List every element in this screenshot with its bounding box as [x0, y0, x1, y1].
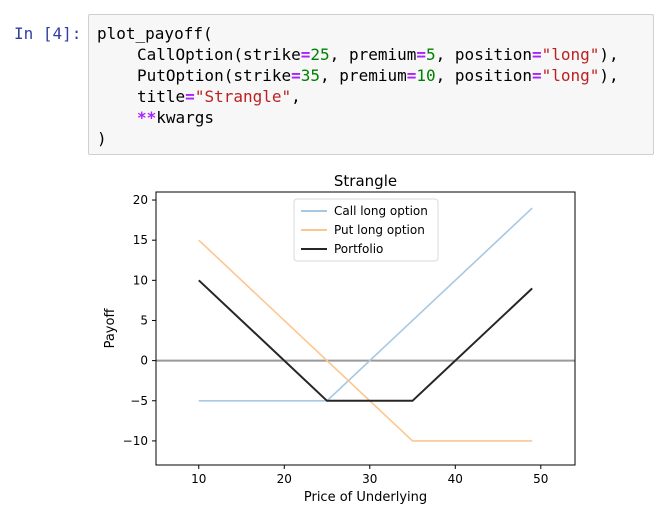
- legend-label: Put long option: [334, 223, 425, 237]
- payoff-chart: Strangle Price of Underlying Payoff 10 20…: [103, 172, 576, 505]
- y-tick-label: 0: [140, 354, 148, 368]
- axes-frame: [155, 191, 576, 466]
- y-tick-label: 20: [133, 193, 148, 207]
- x-tick-label: 20: [277, 472, 292, 486]
- x-axis-label: Price of Underlying: [304, 490, 427, 505]
- y-tick-label: 5: [140, 313, 148, 327]
- cell-output: Strangle Price of Underlying Payoff 10 20…: [88, 165, 648, 515]
- x-tick-label: 30: [362, 472, 377, 486]
- x-tick-label: 10: [191, 472, 206, 486]
- code-call-class: CallOption(: [137, 45, 243, 64]
- y-tick-label: 15: [133, 233, 148, 247]
- cell-prompt: In [4]:: [14, 24, 82, 43]
- y-tick-label: −10: [123, 434, 148, 448]
- legend-box: [293, 198, 439, 262]
- code-cell-editor[interactable]: plot_payoff( CallOption(strike=25, premi…: [88, 14, 654, 155]
- legend-label: Portfolio: [334, 242, 383, 256]
- y-tick-label: 10: [133, 273, 148, 287]
- y-tick-label: −5: [130, 394, 148, 408]
- series-line-portfolio: [198, 279, 533, 402]
- code-put-class: PutOption(: [137, 66, 234, 85]
- x-tick-label: 40: [448, 472, 463, 486]
- y-axis-label: Payoff: [103, 308, 118, 349]
- code-text[interactable]: plot_payoff( CallOption(strike=25, premi…: [97, 24, 619, 148]
- legend: Call long option Put long option Portfolio: [293, 198, 439, 262]
- chart-title: Strangle: [334, 172, 397, 190]
- legend-label: Call long option: [334, 204, 428, 218]
- x-tick-label: 50: [533, 472, 548, 486]
- series-line-put-long-option: [198, 239, 533, 442]
- code-function-call: plot_payoff(: [97, 24, 213, 43]
